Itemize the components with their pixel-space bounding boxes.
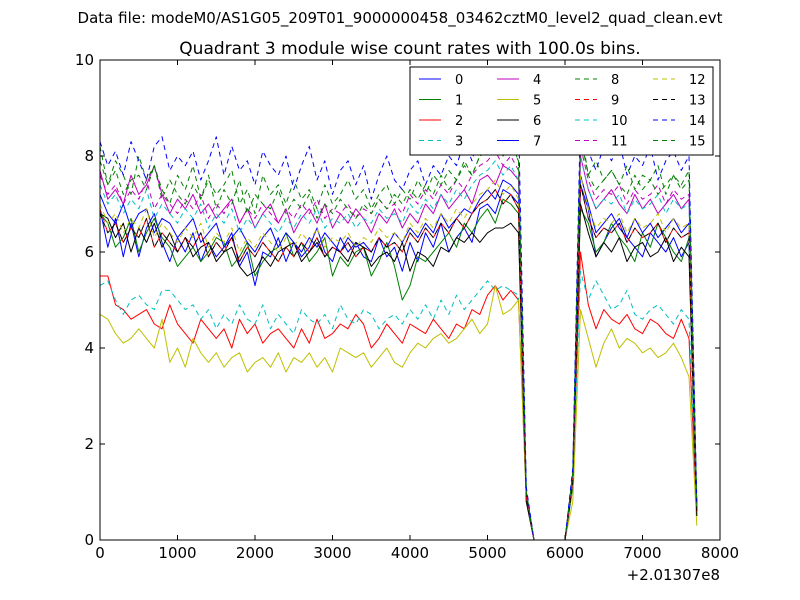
legend-label-2: 2 — [455, 114, 463, 129]
series-line-5 — [100, 285, 698, 540]
legend-label-14: 14 — [689, 114, 706, 129]
legend-label-8: 8 — [611, 73, 619, 88]
series-line-1 — [100, 198, 698, 540]
x-tick-label: 4000 — [391, 544, 429, 562]
legend-label-10: 10 — [611, 114, 628, 129]
y-tick-label: 4 — [84, 339, 94, 357]
legend-label-6: 6 — [533, 114, 541, 129]
series-line-15 — [100, 136, 698, 540]
legend-label-9: 9 — [611, 94, 619, 109]
chart-title: Quadrant 3 module wise count rates with … — [179, 39, 640, 59]
series-line-13 — [100, 184, 698, 540]
legend-label-12: 12 — [689, 73, 706, 88]
legend-label-11: 11 — [611, 135, 628, 150]
series-line-6 — [100, 203, 698, 540]
y-tick-label: 10 — [75, 51, 94, 69]
legend-label-1: 1 — [455, 94, 463, 109]
x-tick-label: 8000 — [701, 544, 739, 562]
legend-label-3: 3 — [455, 135, 463, 150]
legend-label-15: 15 — [689, 135, 706, 150]
series-line-2 — [100, 251, 698, 540]
y-tick-label: 0 — [84, 531, 94, 549]
series-line-12 — [100, 174, 698, 540]
series-layer — [100, 112, 698, 540]
series-line-8 — [100, 126, 698, 540]
x-axis-offset-label: +2.01307e8 — [627, 566, 720, 584]
y-tick-label: 8 — [84, 147, 94, 165]
legend-label-13: 13 — [689, 94, 706, 109]
x-tick-label: 3000 — [313, 544, 351, 562]
legend-label-4: 4 — [533, 73, 541, 88]
figure-suptitle: Data file: modeM0/AS1G05_209T01_90000004… — [78, 9, 723, 28]
legend-label-0: 0 — [455, 73, 463, 88]
y-tick-label: 6 — [84, 243, 94, 261]
x-tick-label: 6000 — [546, 544, 584, 562]
x-tick-label: 1000 — [158, 544, 196, 562]
series-line-14 — [100, 112, 698, 540]
legend-label-5: 5 — [533, 94, 541, 109]
legend-label-7: 7 — [533, 135, 541, 150]
x-tick-label: 5000 — [468, 544, 506, 562]
series-line-3 — [100, 270, 698, 540]
series-line-10 — [100, 155, 698, 540]
x-tick-label: 0 — [95, 544, 105, 562]
y-tick-label: 2 — [84, 435, 94, 453]
x-tick-label: 2000 — [236, 544, 274, 562]
x-tick-label: 7000 — [623, 544, 661, 562]
